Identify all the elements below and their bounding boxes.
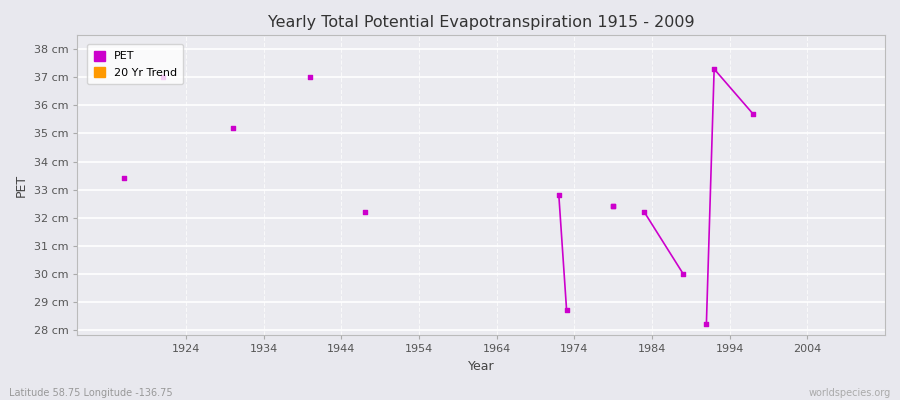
Point <box>117 175 131 182</box>
Point <box>226 125 240 131</box>
Text: Latitude 58.75 Longitude -136.75: Latitude 58.75 Longitude -136.75 <box>9 388 173 398</box>
Point <box>560 307 574 313</box>
Text: worldspecies.org: worldspecies.org <box>809 388 891 398</box>
Point <box>706 66 721 72</box>
Point <box>676 270 690 277</box>
Point <box>156 74 170 81</box>
Point <box>606 203 620 210</box>
Title: Yearly Total Potential Evapotranspiration 1915 - 2009: Yearly Total Potential Evapotranspiratio… <box>268 15 695 30</box>
Point <box>303 74 318 81</box>
Point <box>746 111 760 117</box>
Point <box>357 209 372 215</box>
Point <box>552 192 566 198</box>
Point <box>699 321 714 327</box>
Point <box>637 209 652 215</box>
Legend: PET, 20 Yr Trend: PET, 20 Yr Trend <box>87 44 184 84</box>
X-axis label: Year: Year <box>468 360 494 373</box>
Y-axis label: PET: PET <box>15 174 28 197</box>
Point <box>606 203 620 210</box>
